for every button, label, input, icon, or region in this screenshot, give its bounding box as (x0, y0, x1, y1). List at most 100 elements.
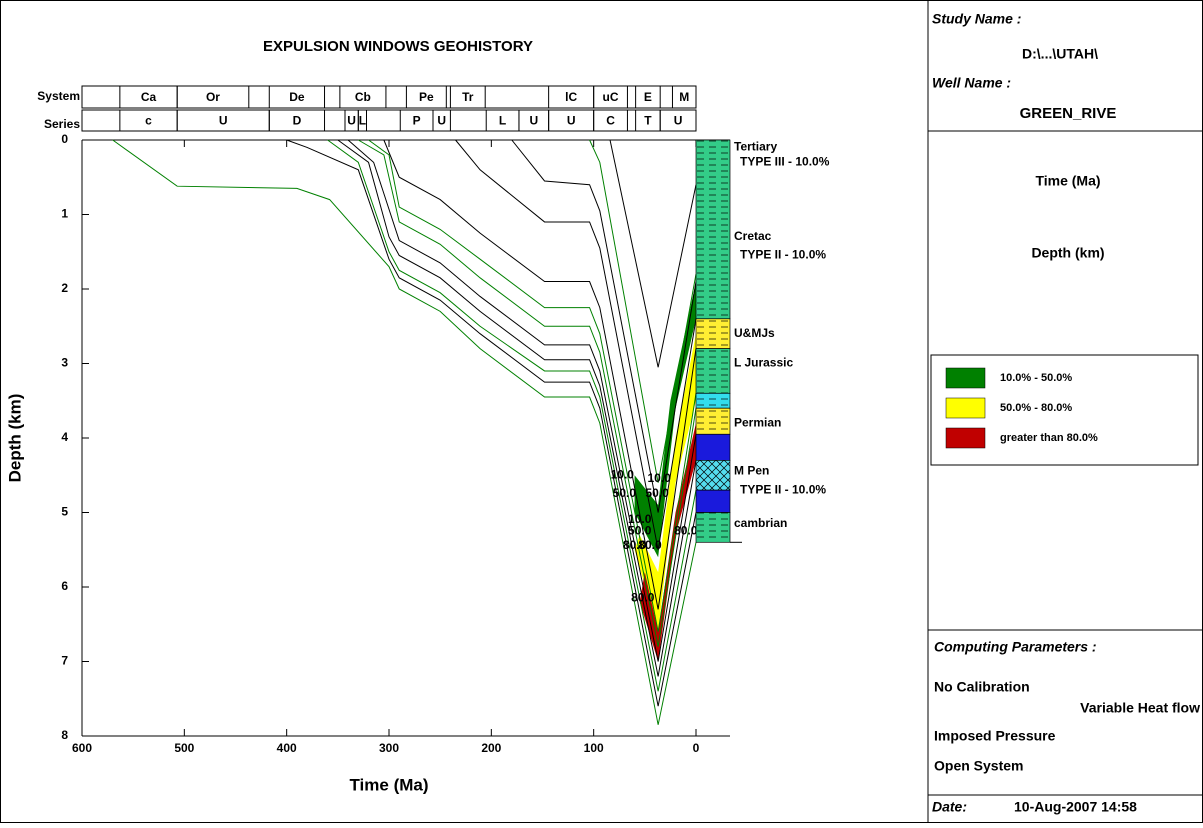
column-layer (695, 433, 731, 461)
date-label: Date: (932, 799, 967, 815)
x-param: Time (Ma) (1035, 173, 1100, 189)
window-label: 10.0 (611, 467, 635, 481)
header-label: U (437, 114, 446, 128)
column-pattern (696, 318, 730, 349)
y-tick-label: 7 (61, 654, 68, 668)
column-label: TYPE II - 10.0% (740, 482, 826, 496)
chart-title: EXPULSION WINDOWS GEOHISTORY (263, 38, 533, 55)
x-tick-label: 400 (277, 741, 297, 755)
header-label: T (644, 114, 652, 128)
column-pattern (696, 348, 730, 394)
column-label: U&MJs (734, 326, 775, 340)
header-row (81, 109, 697, 132)
burial-curve (327, 139, 697, 692)
y-axis-label: Depth (km) (5, 394, 24, 483)
x-tick-label: 100 (584, 741, 604, 755)
y-tick-label: 3 (61, 356, 68, 370)
column-pattern (696, 512, 730, 543)
header-label: De (289, 90, 305, 104)
legend-swatch (945, 397, 986, 419)
header-label: E (644, 90, 652, 104)
study-name: D:\...\UTAH\ (1022, 46, 1098, 62)
column-label: Cretac (734, 229, 772, 243)
header-label: Cb (355, 90, 371, 104)
column-label: L Jurassic (734, 356, 793, 370)
header-label: Pe (419, 90, 434, 104)
window-label: 10.0 (647, 471, 671, 485)
header-label: lC (565, 90, 577, 104)
header-label: U (219, 114, 228, 128)
x-tick-label: 300 (379, 741, 399, 755)
column-layer (695, 489, 731, 513)
column-pattern (696, 408, 730, 435)
system-label: System (37, 89, 80, 103)
burial-curve (609, 139, 697, 368)
legend-box (930, 354, 1199, 466)
y-tick-label: 1 (61, 207, 68, 221)
header-label: P (413, 114, 421, 128)
burial-curve (589, 139, 697, 483)
computing-label: Computing Parameters : (934, 639, 1097, 655)
burial-curve (337, 139, 697, 677)
header-label: uC (603, 90, 619, 104)
header-label: Tr (462, 90, 474, 104)
window-label: 80.0 (631, 590, 655, 604)
window-label: 80.0 (674, 523, 698, 537)
header-label: D (293, 114, 302, 128)
header-label: L (359, 114, 366, 128)
burial-curve (358, 139, 697, 647)
y-tick-label: 8 (61, 728, 68, 742)
param: Variable Heat flow (1080, 700, 1200, 716)
burial-curve (112, 139, 697, 725)
legend-swatch (945, 427, 986, 449)
legend-label: 10.0% - 50.0% (1000, 372, 1072, 384)
header-label: L (499, 114, 506, 128)
column-label: Permian (734, 415, 781, 429)
burial-curve (286, 139, 697, 707)
y-tick-label: 4 (61, 430, 68, 444)
window-label: 80.0 (623, 538, 647, 552)
header-label: U (567, 114, 576, 128)
param: No Calibration (934, 679, 1030, 695)
y-tick-label: 6 (61, 579, 68, 593)
param: Open System (934, 758, 1023, 774)
column-label: TYPE II - 10.0% (740, 248, 826, 262)
date: 10-Aug-2007 14:58 (1014, 799, 1137, 815)
window-label: 50.0 (613, 486, 637, 500)
x-tick-label: 200 (481, 741, 501, 755)
legend-label: greater than 80.0% (1000, 432, 1098, 444)
y-tick-label: 2 (61, 281, 68, 295)
burial-curve (511, 139, 697, 513)
y-tick-label: 0 (61, 132, 68, 146)
header-label: U (529, 114, 538, 128)
series-label: Series (44, 117, 80, 131)
window-label: 10.0 (628, 512, 652, 526)
column-label: Tertiary (734, 140, 777, 154)
burial-curve (455, 139, 697, 550)
column-pattern (696, 140, 730, 319)
window-label: 50.0 (628, 523, 652, 537)
burial-curve (368, 139, 697, 632)
y-param: Depth (km) (1031, 245, 1104, 261)
study-label: Study Name : (932, 11, 1021, 27)
well-label: Well Name : (932, 75, 1011, 91)
window-label: 50.0 (645, 486, 669, 500)
well-name: GREEN_RIVE (1020, 105, 1117, 122)
header-label: C (606, 114, 615, 128)
burial-curve (383, 139, 697, 610)
param: Imposed Pressure (934, 728, 1056, 744)
header-label: U (674, 114, 683, 128)
x-tick-label: 600 (72, 741, 92, 755)
header-label: c (145, 114, 152, 128)
header-label: Ca (141, 90, 157, 104)
column-pattern (696, 393, 730, 409)
legend-swatch (945, 367, 986, 389)
column-pattern (696, 460, 730, 491)
x-axis-label: Time (Ma) (349, 775, 428, 794)
expulsion-window (634, 333, 696, 632)
x-tick-label: 0 (693, 741, 700, 755)
y-tick-label: 5 (61, 505, 68, 519)
header-label: Or (206, 90, 220, 104)
column-label: cambrian (734, 516, 787, 530)
